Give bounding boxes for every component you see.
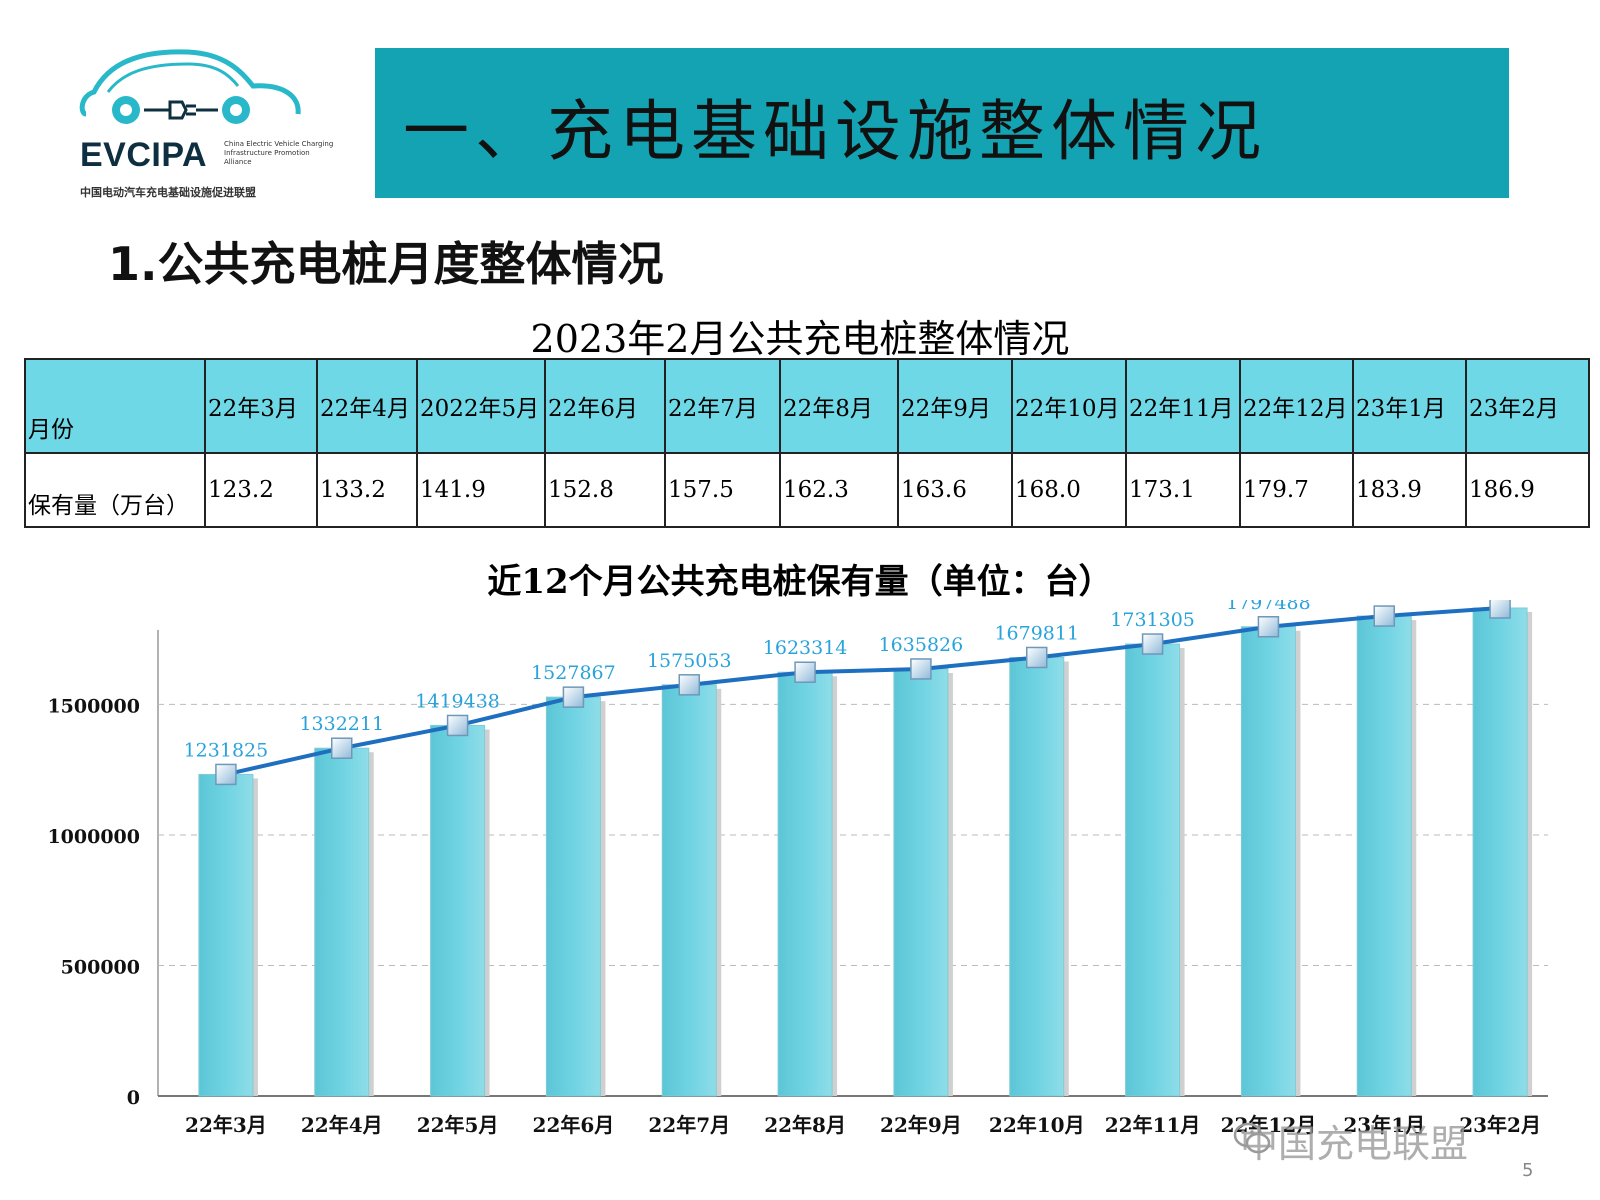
month-cell: 23年2月 (1465, 358, 1590, 454)
x-tick-label: 22年8月 (764, 1113, 846, 1137)
value-cell: 152.8 (544, 452, 666, 528)
value-cell: 141.9 (416, 452, 546, 528)
bar (1009, 656, 1065, 1097)
x-tick-label: 22年10月 (989, 1113, 1085, 1137)
data-label: 1419438 (415, 690, 500, 712)
table-title: 2023年2月公共充电桩整体情况 (0, 308, 1600, 363)
table-header-row: 月份 22年3月 22年4月 2022年5月 22年6月 22年7月 22年8月… (24, 358, 1590, 454)
data-label: 1527867 (531, 662, 616, 684)
value-cell: 123.2 (204, 452, 318, 528)
line-marker (678, 674, 700, 696)
line-marker (331, 737, 353, 759)
bar (1472, 607, 1528, 1097)
bar (1240, 626, 1296, 1097)
bar (198, 773, 254, 1097)
value-cell: 179.7 (1239, 452, 1354, 528)
table-title-text: 2023年2月公共充电桩整体情况 (530, 317, 1070, 361)
line-marker (215, 763, 237, 786)
x-tick-label: 22年12月 (1221, 1113, 1317, 1137)
month-cell: 22年4月 (316, 358, 418, 454)
month-cell: 22年12月 (1239, 358, 1354, 454)
line-marker (1141, 633, 1164, 655)
y-tick-label: 1000000 (47, 826, 140, 848)
x-tick-label: 23年2月 (1459, 1113, 1541, 1137)
x-tick-label: 22年4月 (301, 1113, 383, 1137)
line-marker (1026, 646, 1048, 669)
wechat-icon (1233, 1122, 1271, 1154)
value-cell: 157.5 (664, 452, 781, 528)
trend-line (225, 605, 1501, 777)
x-tick-label: 23年1月 (1343, 1113, 1425, 1137)
x-tick-label: 22年6月 (533, 1113, 615, 1137)
table-value-row: 保有量（万台） 123.2 133.2 141.9 152.8 157.5 16… (24, 452, 1590, 528)
data-label: 1797488 (1226, 600, 1311, 614)
y-tick-label: 1500000 (47, 695, 140, 717)
month-cell: 22年6月 (544, 358, 666, 454)
x-tick-label: 22年9月 (880, 1113, 962, 1137)
watermark: 中国充电联盟 (1240, 1122, 1469, 1166)
title-banner: 一、充电基础设施整体情况 (375, 48, 1509, 198)
data-label: 1231825 (184, 739, 269, 761)
value-cell: 183.9 (1352, 452, 1467, 528)
line-marker (910, 658, 932, 680)
x-tick-label: 22年7月 (648, 1113, 730, 1137)
month-cell: 22年7月 (664, 358, 781, 454)
line-marker (1489, 600, 1511, 619)
logo-cn-name: 中国电动汽车充电基础设施促进联盟 (80, 186, 256, 199)
x-tick-label: 22年11月 (1105, 1113, 1201, 1137)
value-cell: 162.3 (779, 452, 899, 528)
banner-title: 一、充电基础设施整体情况 (403, 93, 1267, 170)
monthly-table: 月份 22年3月 22年4月 2022年5月 22年6月 22年7月 22年8月… (24, 358, 1590, 528)
row-label-stock: 保有量（万台） (24, 452, 206, 528)
data-label: 1575053 (647, 650, 732, 672)
value-cell: 186.9 (1465, 452, 1590, 528)
x-tick-label: 22年3月 (185, 1113, 267, 1137)
car-plug-icon (79, 49, 301, 124)
y-tick-label: 500000 (61, 956, 140, 978)
month-cell: 22年8月 (779, 358, 899, 454)
bar (545, 696, 601, 1097)
data-label: 1623314 (763, 637, 848, 659)
bar (661, 684, 717, 1097)
month-cell: 22年3月 (204, 358, 318, 454)
month-cell: 22年9月 (897, 358, 1013, 454)
data-label: 1838516 (1342, 600, 1427, 603)
bar (1356, 615, 1412, 1097)
bar (893, 668, 949, 1097)
bar (777, 671, 833, 1097)
value-cell: 168.0 (1011, 452, 1127, 528)
chart-title: 近12个月公共充电桩保有量（单位：台） (487, 562, 1113, 602)
data-label: 1731305 (1110, 609, 1195, 631)
logo-brand: EVCIPA (80, 136, 208, 174)
evcipa-logo: EVCIPA China Electric Vehicle Charging I… (78, 44, 338, 204)
value-cell: 133.2 (316, 452, 418, 528)
value-cell: 173.1 (1125, 452, 1241, 528)
data-label: 1635826 (879, 634, 964, 656)
logo-tagline: China Electric Vehicle Charging Infrastr… (224, 140, 334, 166)
section-title: 1.公共充电桩月度整体情况 (108, 237, 664, 291)
line-marker (794, 661, 816, 683)
month-cell: 2022年5月 (416, 358, 546, 454)
month-cell: 23年1月 (1352, 358, 1467, 454)
row-label-month: 月份 (24, 358, 206, 454)
line-marker (446, 714, 469, 737)
month-cell: 22年10月 (1011, 358, 1127, 454)
value-cell: 163.6 (897, 452, 1013, 528)
bar (430, 724, 486, 1097)
y-tick-label: 0 (127, 1087, 140, 1109)
month-cell: 22年11月 (1125, 358, 1241, 454)
line-marker (1257, 616, 1280, 638)
stock-chart: 0 500000 1000000 1500000 1231825 1332211 14194… (47, 600, 1548, 1137)
bar (1125, 643, 1181, 1097)
line-marker (562, 686, 585, 708)
line-marker (1373, 605, 1395, 627)
data-label: 1332211 (299, 713, 384, 735)
bar (314, 747, 370, 1097)
data-label: 1679811 (994, 622, 1079, 644)
x-tick-label: 22年5月 (417, 1113, 499, 1137)
page-number: 5 (1522, 1160, 1534, 1181)
